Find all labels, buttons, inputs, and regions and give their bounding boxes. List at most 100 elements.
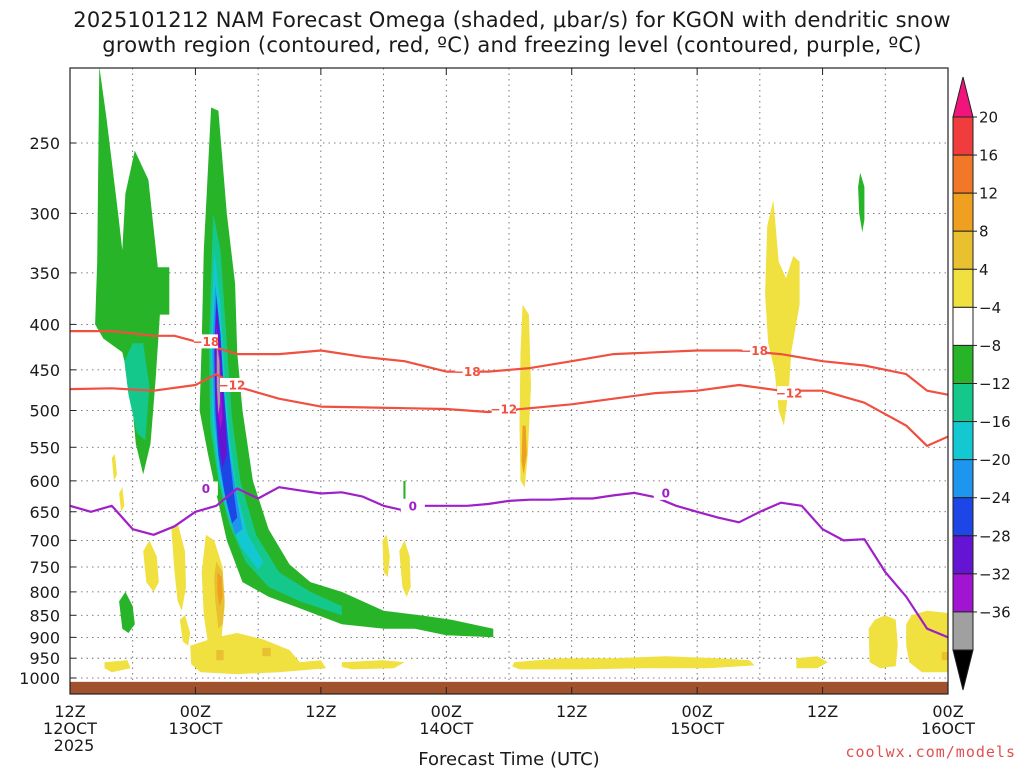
y-tick-label: 550	[29, 438, 60, 457]
colorbar-label: 12	[979, 185, 998, 203]
y-tick-label: 900	[29, 628, 60, 647]
x-tick-label: 12Z	[305, 702, 336, 721]
omega-fill-yellow	[111, 454, 117, 481]
x-tick-label: 12OCT	[43, 719, 97, 738]
omega-fill-yellow	[399, 540, 411, 597]
x-tick-label: 00Z	[681, 702, 712, 721]
colorbar-top-triangle	[952, 76, 974, 118]
omega-fill-yellow	[906, 610, 948, 673]
omega-fill-yellow	[119, 487, 125, 512]
omega-fill-yellow	[179, 615, 191, 646]
contour-label-bg	[777, 386, 802, 401]
colorbar-segment	[952, 611, 974, 651]
omega-fill-teal	[124, 343, 150, 441]
contour-label: −12	[219, 378, 246, 392]
contour-label-bg	[455, 364, 480, 379]
colorbar-label: −12	[979, 375, 1011, 393]
x-tick-label: 14OCT	[419, 719, 473, 738]
contour-label: −18	[192, 335, 219, 349]
omega-fill-yellow	[796, 656, 828, 669]
omega-shading	[70, 68, 948, 694]
colorbar-label: −32	[979, 565, 1011, 583]
contour-label: −18	[741, 344, 768, 358]
x-tick-label: 00Z	[180, 702, 211, 721]
colorbar-label: −16	[979, 413, 1011, 431]
colorbar-segment	[952, 344, 974, 384]
y-tick-label: 350	[29, 264, 60, 283]
x-tick-label: 15OCT	[670, 719, 724, 738]
y-tick-label: 700	[29, 531, 60, 550]
colorbar-segment	[952, 116, 974, 156]
colorbar-label: 16	[979, 147, 998, 165]
omega-fill-gold	[941, 652, 948, 661]
y-tick-label: 850	[29, 606, 60, 625]
x-tick-label: 12Z	[54, 702, 85, 721]
omega-fill-yellow	[382, 534, 390, 578]
omega-fill-gold	[262, 647, 271, 657]
watermark: coolwx.com/models	[845, 743, 1016, 761]
omega-fill-green-blob	[119, 591, 135, 633]
y-tick-label: 500	[29, 402, 60, 421]
colorbar-segment	[952, 573, 974, 613]
y-tick-label: 950	[29, 649, 60, 668]
omega-fill-yellow	[171, 523, 186, 611]
colorbar-label: −8	[979, 337, 1001, 355]
colorbar-label: 8	[979, 223, 989, 241]
y-axis: 250 300 350 400 450 500 550 600 650 700 750 800 850 9…	[19, 134, 76, 688]
y-tick-label: 1000	[19, 669, 60, 688]
colorbar-segment	[952, 154, 974, 194]
contour-label-bg	[653, 485, 678, 500]
omega-fill-yellow	[341, 660, 405, 670]
colorbar-segment	[952, 192, 974, 232]
colorbar-label: 20	[979, 109, 998, 127]
omega-fill-orange-yellow	[521, 425, 527, 475]
plot-frame	[69, 67, 949, 695]
y-tick-label: 250	[29, 134, 60, 153]
colorbar-segment	[952, 459, 974, 499]
temperature-contours: 0 0 0 −18 −18 −18 −12 −12 −12	[70, 330, 948, 639]
omega-fill-green-blob	[858, 172, 865, 233]
x-tick-label: 12Z	[807, 702, 838, 721]
colorbar-segment	[952, 497, 974, 537]
colorbar-segment	[952, 268, 974, 308]
x-tick-label: 00Z	[431, 702, 462, 721]
y-tick-label: 400	[29, 315, 60, 334]
contour-label-bg	[491, 401, 516, 416]
y-tick-label: 650	[29, 503, 60, 522]
colorbar-segment	[952, 535, 974, 575]
y-tick-label: 450	[29, 361, 60, 380]
omega-fill-yellow	[143, 540, 159, 592]
y-tick-label: 800	[29, 583, 60, 602]
y-tick-label: 300	[29, 204, 60, 223]
colorbar-segment	[952, 421, 974, 461]
contour-label-bg	[742, 343, 767, 358]
x-tick-label: 2025	[54, 736, 95, 755]
x-tick-label: 12Z	[556, 702, 587, 721]
x-tick-label: 00Z	[932, 702, 963, 721]
dgz-minus18-contour	[70, 330, 948, 396]
contour-label: 0	[202, 482, 210, 496]
omega-fill-gray	[216, 343, 220, 415]
x-tick-label: 13OCT	[168, 719, 222, 738]
colorbar-bottom-triangle	[952, 649, 974, 691]
colorbar-label: −28	[979, 527, 1011, 545]
freezing-level-contour	[70, 486, 948, 639]
colorbar-label: −4	[979, 299, 1001, 317]
colorbar: 20 16 12 8 4 −4 −8 −12 −16 −20 −24 −28 −32 −36	[952, 76, 1011, 691]
colorbar-segment	[952, 230, 974, 270]
omega-fill-yellow	[765, 200, 800, 426]
contour-label-bg	[400, 498, 425, 513]
contour-label: 0	[662, 486, 670, 500]
omega-fill-yellow	[104, 660, 131, 673]
ground-strip	[70, 681, 948, 694]
colorbar-segment	[952, 383, 974, 423]
colorbar-segment	[952, 306, 974, 346]
colorbar-label: −24	[979, 489, 1011, 507]
omega-fill-yellow	[868, 615, 898, 669]
chart-title-line1: 2025101212 NAM Forecast Omega (shaded, μ…	[73, 8, 951, 32]
contour-label: −12	[776, 387, 803, 401]
omega-fill-gold	[216, 650, 224, 661]
x-tick-label: 16OCT	[921, 719, 975, 738]
contour-label-bg	[193, 481, 218, 496]
